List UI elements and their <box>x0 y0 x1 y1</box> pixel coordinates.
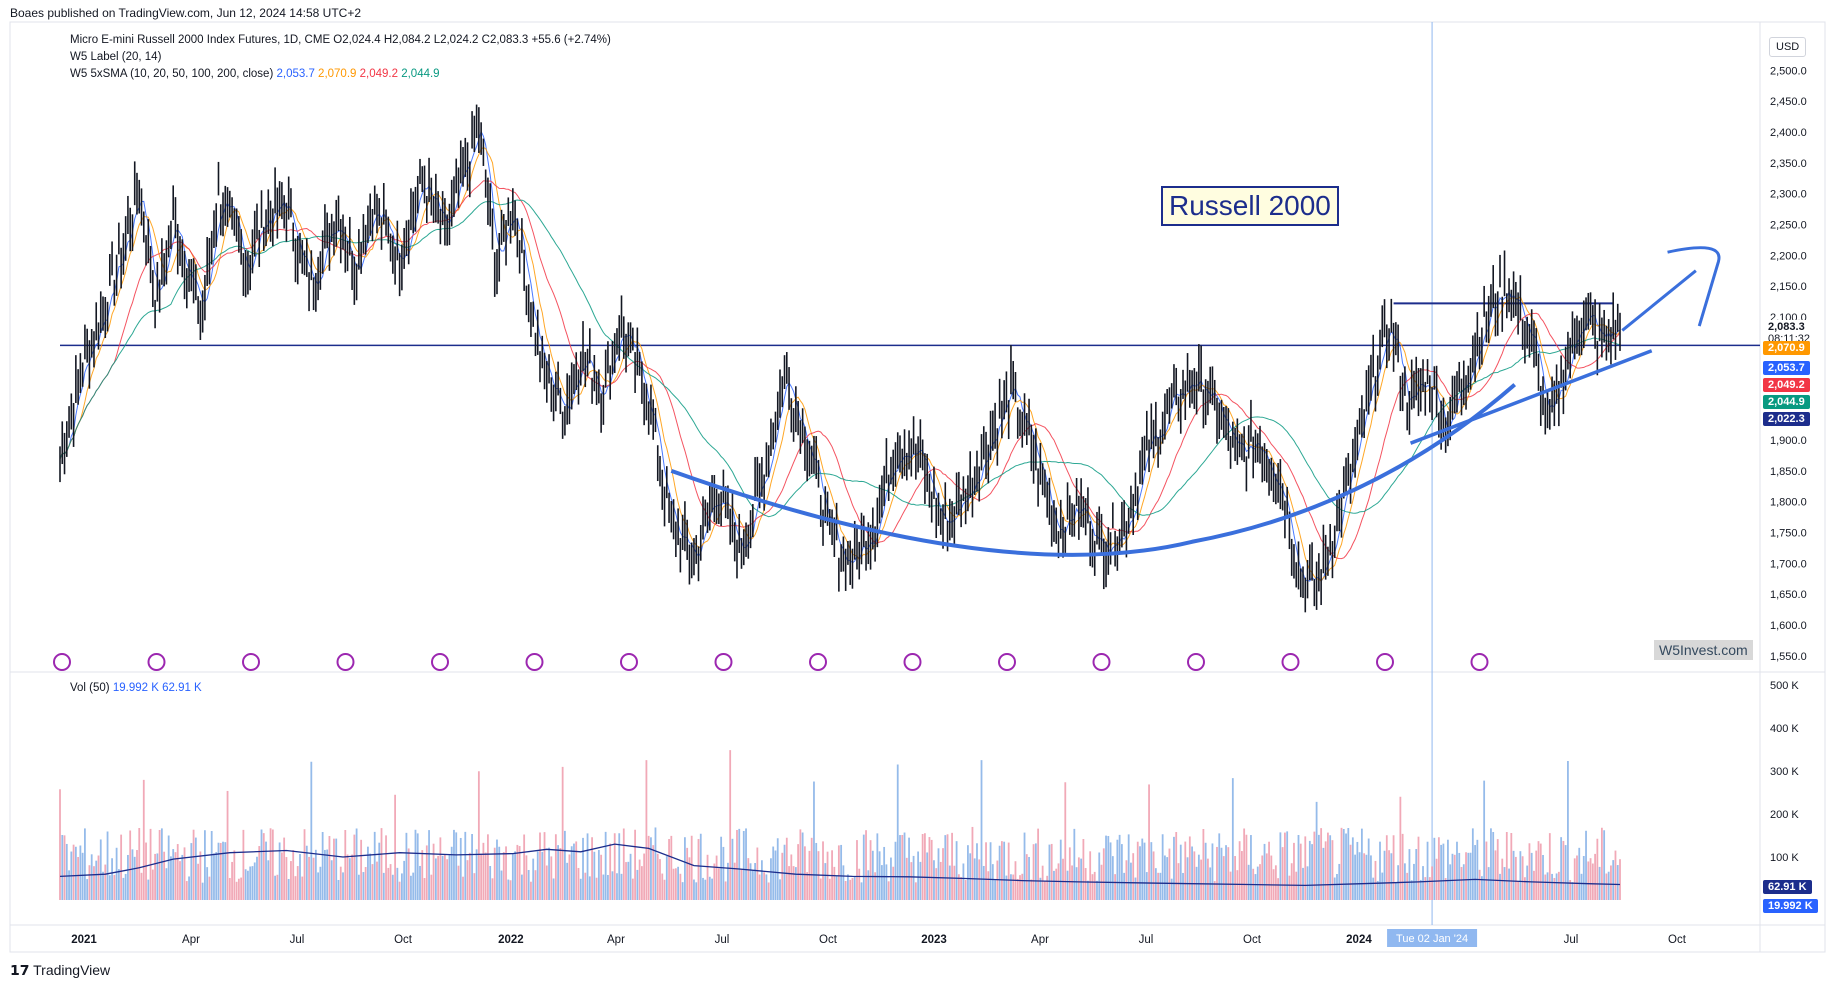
time-tick-label: 2022 <box>498 934 524 946</box>
event-icon <box>147 653 166 671</box>
price-tick-label: 2,300.0 <box>1770 189 1807 201</box>
time-tick-label: Jul <box>290 934 305 946</box>
price-tick-label: 2,400.0 <box>1770 127 1807 139</box>
event-icon <box>903 653 922 671</box>
price-tick-label: 1,750.0 <box>1770 528 1807 540</box>
volume-badge: 62.91 K <box>1763 880 1812 894</box>
event-icon <box>1092 653 1111 671</box>
time-tick-label: Oct <box>1243 934 1262 946</box>
cup-curve <box>670 383 1517 557</box>
sma-legend[interactable]: W5 5xSMA (10, 20, 50, 100, 200, close) 2… <box>70 68 440 80</box>
sma-value: 2,044.9 <box>398 68 440 80</box>
price-tick-label: 2,200.0 <box>1770 250 1807 262</box>
price-bars <box>59 104 1621 613</box>
time-tick-label: Jul <box>1564 934 1579 946</box>
time-tick-label: 2024 <box>1346 934 1372 946</box>
sma-legend-title: W5 5xSMA (10, 20, 50, 100, 200, close) <box>70 68 274 80</box>
time-tick-label: 2021 <box>71 934 97 946</box>
volume-tick-label: 300 K <box>1770 766 1799 778</box>
price-badge: 2,083.3 <box>1763 320 1810 334</box>
time-tick-label: Oct <box>1668 934 1687 946</box>
price-tick-label: 1,550.0 <box>1770 651 1807 663</box>
time-tick-label: Oct <box>394 934 413 946</box>
event-icon <box>1376 653 1394 671</box>
time-tick-label: Jul <box>715 934 730 946</box>
price-badge: 2,044.9 <box>1763 395 1810 409</box>
sma-line <box>59 180 1621 560</box>
price-tick-label: 2,450.0 <box>1770 96 1807 108</box>
event-icon <box>620 653 638 671</box>
event-icon <box>336 653 355 671</box>
price-tick-label: 2,250.0 <box>1770 219 1807 231</box>
price-tick-label: 2,350.0 <box>1770 158 1807 170</box>
published-header: Boaes published on TradingView.com, Jun … <box>10 6 362 20</box>
tradingview-logo[interactable]: 𝟭𝟳 TradingView <box>10 962 110 979</box>
sma-line <box>59 199 1621 518</box>
time-tick-label: 2023 <box>921 934 947 946</box>
volume-value: 62.91 K <box>158 682 202 694</box>
russell-2000-annotation[interactable]: Russell 2000 <box>1161 186 1339 226</box>
time-tick-label: Apr <box>182 934 200 946</box>
volume-tick-label: 200 K <box>1770 809 1799 821</box>
event-icon <box>998 653 1016 671</box>
event-icon <box>1281 653 1300 671</box>
price-tick-label: 2,150.0 <box>1770 281 1807 293</box>
w5-label-legend[interactable]: W5 Label (20, 14) <box>70 51 162 63</box>
event-icon <box>1187 653 1205 671</box>
volume-legend-title: Vol (50) <box>70 682 110 694</box>
event-icon <box>525 653 544 671</box>
time-tick-label: Jul <box>1139 934 1154 946</box>
time-tick-label: Apr <box>607 934 625 946</box>
event-icon <box>431 653 449 671</box>
rising-trendline <box>1409 349 1653 445</box>
volume-average-line <box>59 843 1621 887</box>
price-tick-label: 1,700.0 <box>1770 558 1807 570</box>
sma-value: 2,049.2 <box>356 68 399 80</box>
volume-tick-label: 500 K <box>1770 680 1799 692</box>
price-badge: 2,053.7 <box>1763 361 1810 375</box>
currency-button[interactable]: USD <box>1769 37 1807 57</box>
symbol-legend[interactable]: Micro E-mini Russell 2000 Index Futures,… <box>70 34 611 46</box>
volume-legend-values: 19.992 K 62.91 K <box>113 682 202 694</box>
event-icon <box>1470 653 1489 671</box>
date-label-bg <box>1387 929 1478 947</box>
volume-value: 19.992 K <box>112 682 159 694</box>
w5invest-watermark: W5Invest.com <box>1654 640 1753 660</box>
date-label: Tue 02 Jan '24 <box>1396 933 1468 945</box>
volume-badge: 19.992 K <box>1763 899 1818 913</box>
price-badge: 2,070.9 <box>1763 341 1810 355</box>
sma-legend-values: 2,053.7 2,070.9 2,049.2 2,044.9 <box>276 68 439 80</box>
time-tick-label: Apr <box>1031 934 1049 946</box>
event-icon <box>53 653 71 671</box>
price-badge: 2,049.2 <box>1763 378 1810 392</box>
sma-value: 2,053.7 <box>276 68 315 80</box>
volume-tick-label: 400 K <box>1770 723 1799 735</box>
projection-arrow <box>1621 246 1721 332</box>
time-tick-label: Oct <box>819 934 838 946</box>
event-icon <box>809 653 827 671</box>
price-badge: 2,022.3 <box>1763 412 1810 426</box>
volume-bars <box>59 750 1621 900</box>
chart-frame <box>9 21 1826 953</box>
price-tick-label: 1,900.0 <box>1770 435 1807 447</box>
sma-value: 2,070.9 <box>314 68 357 80</box>
price-tick-label: 1,850.0 <box>1770 466 1807 478</box>
event-icon <box>242 653 260 671</box>
price-tick-label: 1,650.0 <box>1770 589 1807 601</box>
tv-logo-label: TradingView <box>33 962 111 978</box>
event-icon <box>714 653 733 671</box>
volume-legend[interactable]: Vol (50) 19.992 K 62.91 K <box>70 682 202 694</box>
price-tick-label: 2,500.0 <box>1770 65 1807 77</box>
price-tick-label: 1,800.0 <box>1770 497 1807 509</box>
tv-logo-icon: 𝟭𝟳 <box>10 962 30 978</box>
price-tick-label: 1,600.0 <box>1770 620 1807 632</box>
volume-tick-label: 100 K <box>1770 852 1799 864</box>
